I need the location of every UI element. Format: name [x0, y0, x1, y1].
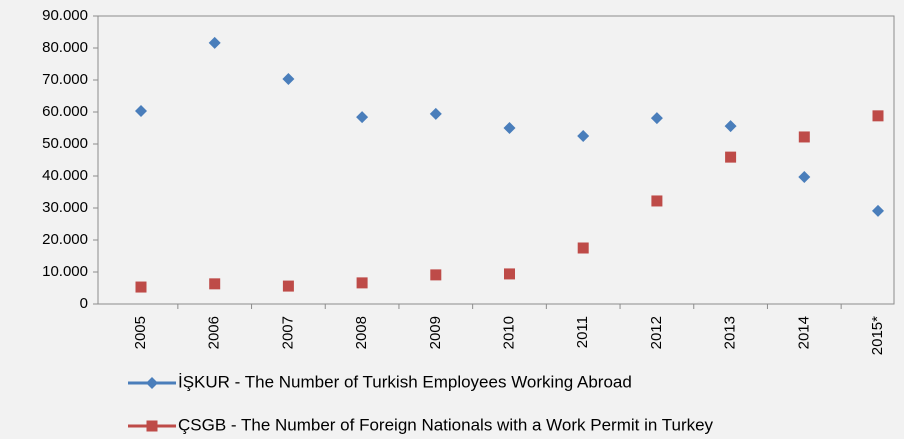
point [503, 122, 516, 134]
x-tick-label: 2011 [574, 316, 591, 348]
point [429, 107, 442, 120]
point [798, 170, 811, 183]
point [356, 111, 369, 124]
point [577, 242, 589, 254]
point [724, 120, 737, 133]
x-tick-label: 2005 [132, 316, 149, 349]
point [872, 204, 884, 217]
plot-border [97, 15, 895, 305]
point [135, 281, 147, 293]
legend-label: ÇSGB - The Number of Foreign Nationals w… [178, 415, 714, 434]
y-tick-label: 60.000 [42, 103, 88, 120]
point [208, 36, 221, 49]
point [725, 151, 737, 163]
legend-label: İŞKUR - The Number of Turkish Employees … [178, 372, 632, 391]
y-tick-label: 70.000 [42, 71, 88, 88]
legend-marker [146, 377, 158, 389]
y-tick-label: 20.000 [42, 231, 88, 248]
y-tick-label: 10.000 [42, 263, 88, 280]
point [282, 73, 295, 86]
point [651, 195, 663, 207]
point [798, 131, 810, 143]
point [504, 268, 515, 280]
y-tick-label: 30.000 [42, 199, 88, 216]
y-tick-label: 90.000 [42, 7, 88, 24]
y-tick-label: 0 [80, 295, 88, 312]
x-tick-label: 2006 [206, 316, 223, 349]
x-tick-label: 2012 [648, 316, 665, 349]
x-tick-label: 2007 [279, 316, 296, 349]
point [282, 280, 294, 292]
point [209, 278, 221, 290]
y-tick-label: 80.000 [42, 39, 88, 56]
x-tick-label: 2015* [869, 316, 886, 355]
x-tick-label: 2014 [795, 316, 812, 349]
legend-marker [146, 420, 158, 432]
point [135, 105, 147, 118]
point [356, 277, 368, 289]
y-tick-label: 40.000 [42, 167, 88, 184]
y-tick-label: 50.000 [42, 135, 88, 152]
point [577, 130, 590, 142]
point [872, 110, 884, 122]
x-tick-label: 2013 [722, 316, 739, 349]
point [430, 269, 442, 281]
x-tick-label: 2009 [427, 316, 444, 349]
x-tick-label: 2010 [500, 316, 517, 349]
x-tick-label: 2008 [353, 316, 370, 349]
point [650, 112, 663, 125]
